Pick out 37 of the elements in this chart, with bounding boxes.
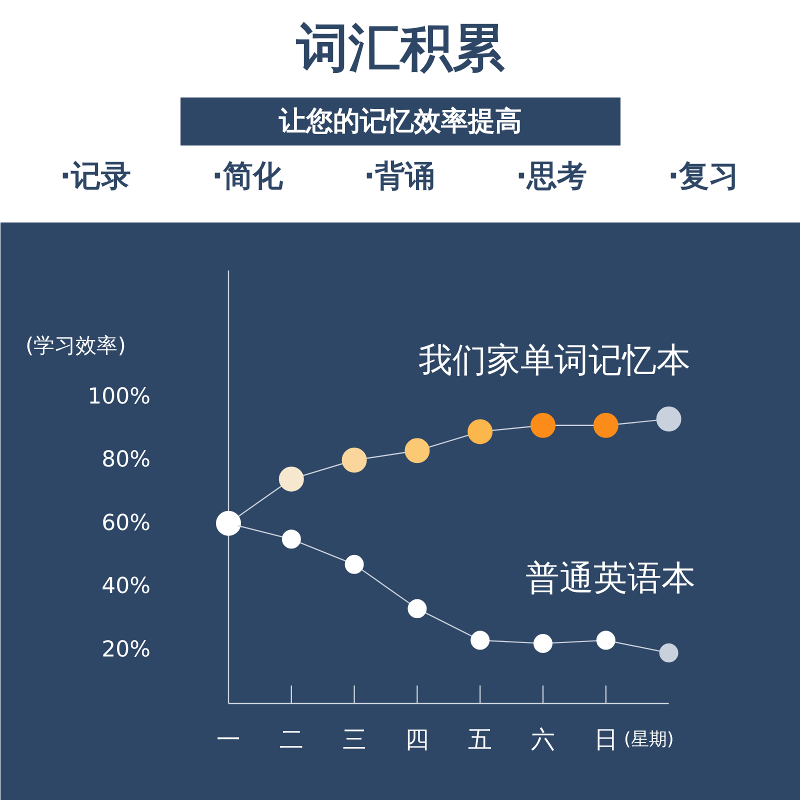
x-tick-label: 三	[342, 726, 366, 754]
text: ·简化	[212, 159, 284, 194]
point	[470, 630, 490, 650]
series-label: 我们家单词记忆本	[418, 340, 690, 380]
x-tick-label: 五	[468, 726, 492, 754]
y-axis-title: (学习效率)	[26, 334, 126, 358]
x-tick-label: 四	[405, 726, 430, 754]
x-tick-label: 日	[594, 726, 618, 754]
point	[404, 438, 430, 464]
text: ·思考	[516, 159, 588, 194]
point	[468, 419, 493, 444]
chart-title: 词汇积累	[296, 18, 506, 78]
y-tick-label: 80%	[102, 448, 151, 473]
chart-subtitle: 让您的记忆效率提高	[278, 106, 522, 137]
x-tick-label: 一	[216, 726, 240, 754]
x-tick-label: 六	[531, 726, 555, 754]
point	[342, 448, 367, 473]
series-label: 普通英语本	[526, 558, 696, 598]
point	[344, 554, 364, 574]
point	[282, 530, 301, 549]
y-tick-label: 40%	[102, 574, 151, 600]
text: ·背诵	[364, 159, 436, 194]
y-tick-label: 100%	[88, 384, 151, 410]
point	[596, 630, 616, 650]
point	[278, 466, 304, 492]
text: ·复习	[668, 159, 740, 194]
point	[534, 634, 552, 653]
point	[593, 412, 618, 438]
x-axis-title: (星期)	[624, 729, 674, 750]
point	[659, 643, 678, 662]
y-tick-label: 20%	[102, 637, 151, 662]
point	[408, 599, 427, 618]
y-tick-label: 60%	[102, 510, 151, 536]
point	[530, 412, 556, 438]
x-tick-label: 二	[279, 726, 304, 754]
point	[656, 406, 682, 432]
text: ·记录	[60, 159, 132, 194]
